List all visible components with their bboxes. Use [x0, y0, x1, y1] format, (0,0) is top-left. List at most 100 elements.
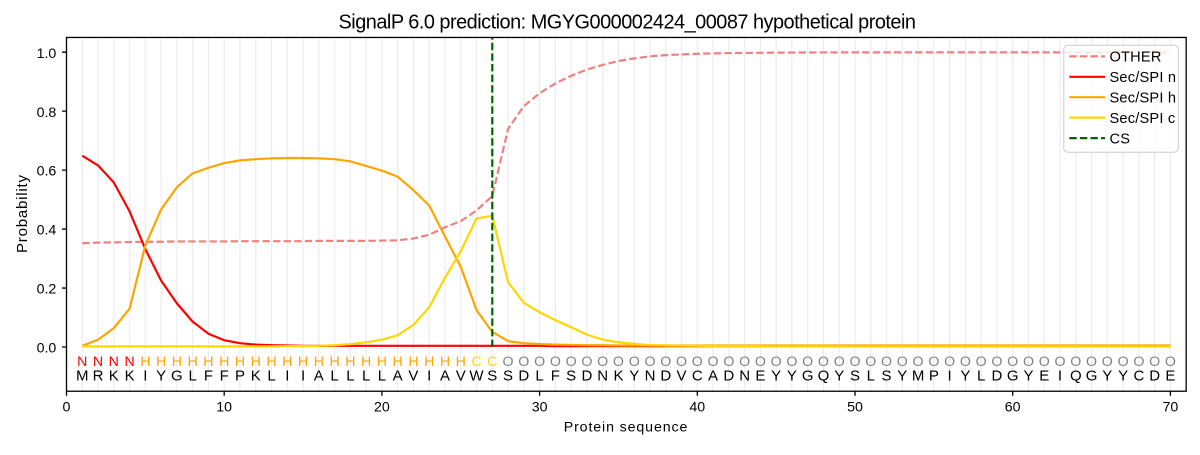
svg-text:E: E: [755, 367, 765, 384]
svg-text:O: O: [708, 354, 719, 370]
svg-text:O: O: [818, 354, 829, 370]
svg-text:O: O: [1054, 354, 1065, 370]
svg-text:SignalP 6.0 prediction: MGYG00: SignalP 6.0 prediction: MGYG000002424_00…: [339, 12, 916, 34]
svg-text:40: 40: [689, 400, 705, 416]
svg-text:0.8: 0.8: [37, 105, 57, 121]
svg-text:H: H: [456, 354, 466, 370]
svg-text:R: R: [93, 367, 104, 384]
svg-text:F: F: [220, 367, 229, 384]
svg-text:L: L: [378, 367, 386, 384]
svg-text:O: O: [865, 354, 876, 370]
svg-text:H: H: [393, 354, 403, 370]
svg-text:O: O: [802, 354, 813, 370]
svg-text:S: S: [882, 367, 892, 384]
svg-text:L: L: [330, 367, 338, 384]
svg-text:D: D: [581, 367, 592, 384]
svg-text:O: O: [1086, 354, 1097, 370]
svg-text:H: H: [282, 354, 292, 370]
svg-text:O: O: [1149, 354, 1160, 370]
svg-text:K: K: [125, 367, 135, 384]
svg-text:G: G: [1086, 367, 1098, 384]
svg-text:Y: Y: [834, 367, 844, 384]
svg-text:H: H: [172, 354, 182, 370]
svg-text:O: O: [786, 354, 797, 370]
svg-text:L: L: [535, 367, 543, 384]
svg-text:N: N: [93, 354, 103, 370]
svg-text:Y: Y: [960, 367, 970, 384]
svg-text:Q: Q: [1070, 367, 1082, 384]
svg-text:C: C: [487, 354, 497, 370]
svg-text:50: 50: [847, 400, 863, 416]
svg-text:O: O: [739, 354, 750, 370]
svg-text:H: H: [408, 354, 418, 370]
svg-text:L: L: [977, 367, 985, 384]
svg-text:S: S: [487, 367, 497, 384]
svg-text:0.2: 0.2: [37, 282, 57, 298]
svg-text:D: D: [518, 367, 529, 384]
svg-text:O: O: [1039, 354, 1050, 370]
svg-text:Y: Y: [156, 367, 166, 384]
svg-text:L: L: [346, 367, 354, 384]
svg-text:K: K: [251, 367, 261, 384]
svg-text:O: O: [1007, 354, 1018, 370]
svg-text:A: A: [314, 367, 324, 384]
svg-text:V: V: [677, 367, 687, 384]
svg-text:O: O: [613, 354, 624, 370]
svg-text:0.0: 0.0: [37, 341, 57, 357]
svg-text:O: O: [913, 354, 924, 370]
svg-text:Sec/SPI c: Sec/SPI c: [1110, 111, 1176, 127]
svg-text:0.6: 0.6: [37, 164, 57, 180]
svg-text:O: O: [1102, 354, 1113, 370]
svg-text:Y: Y: [771, 367, 781, 384]
svg-text:Y: Y: [897, 367, 907, 384]
svg-text:K: K: [109, 367, 119, 384]
svg-text:O: O: [928, 354, 939, 370]
svg-text:C: C: [692, 367, 703, 384]
svg-text:Y: Y: [1102, 367, 1112, 384]
svg-text:P: P: [929, 367, 939, 384]
svg-text:O: O: [629, 354, 640, 370]
svg-text:I: I: [948, 367, 952, 384]
svg-text:E: E: [1165, 367, 1175, 384]
svg-text:D: D: [992, 367, 1003, 384]
svg-text:I: I: [1058, 367, 1062, 384]
svg-text:G: G: [802, 367, 814, 384]
svg-text:V: V: [408, 367, 418, 384]
svg-text:N: N: [645, 367, 656, 384]
svg-text:E: E: [1039, 367, 1049, 384]
svg-text:D: D: [723, 367, 734, 384]
svg-text:C: C: [471, 354, 481, 370]
svg-text:O: O: [660, 354, 671, 370]
svg-text:0: 0: [63, 400, 71, 416]
svg-text:O: O: [644, 354, 655, 370]
svg-text:O: O: [1165, 354, 1176, 370]
svg-text:Y: Y: [1118, 367, 1128, 384]
svg-text:L: L: [267, 367, 275, 384]
svg-text:V: V: [456, 367, 466, 384]
svg-text:10: 10: [216, 400, 232, 416]
svg-text:O: O: [755, 354, 766, 370]
svg-text:O: O: [991, 354, 1002, 370]
svg-text:F: F: [204, 367, 213, 384]
svg-text:H: H: [251, 354, 261, 370]
svg-text:L: L: [867, 367, 875, 384]
svg-text:I: I: [427, 367, 431, 384]
svg-text:20: 20: [374, 400, 390, 416]
svg-text:A: A: [440, 367, 450, 384]
svg-text:H: H: [314, 354, 324, 370]
svg-text:O: O: [1070, 354, 1081, 370]
svg-text:H: H: [361, 354, 371, 370]
svg-text:N: N: [77, 354, 87, 370]
svg-text:M: M: [76, 367, 89, 384]
svg-text:N: N: [739, 367, 750, 384]
svg-text:G: G: [1007, 367, 1019, 384]
svg-text:K: K: [613, 367, 623, 384]
svg-text:H: H: [203, 354, 213, 370]
svg-text:O: O: [834, 354, 845, 370]
svg-text:H: H: [140, 354, 150, 370]
svg-text:O: O: [581, 354, 592, 370]
svg-text:O: O: [881, 354, 892, 370]
svg-text:0.4: 0.4: [37, 223, 57, 239]
svg-text:O: O: [534, 354, 545, 370]
svg-text:N: N: [109, 354, 119, 370]
